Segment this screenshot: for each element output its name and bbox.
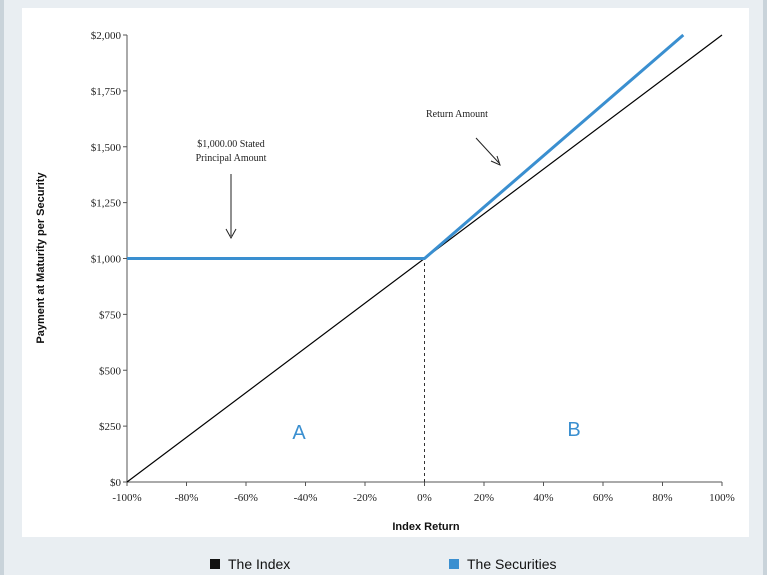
legend-swatch-index: [210, 559, 220, 569]
series-line-securities: [127, 33, 685, 260]
x-tick-label: 20%: [474, 492, 494, 504]
y-tick-label: $500: [99, 365, 122, 377]
legend-label-securities: The Securities: [467, 556, 557, 572]
legend-label-index: The Index: [228, 556, 291, 572]
x-tick-label: 60%: [593, 492, 613, 504]
y-axis-title: Payment at Maturity per Security: [35, 172, 47, 344]
x-tick-label: -40%: [294, 492, 318, 504]
legend-swatch-securities: [449, 559, 459, 569]
region-a-label: A: [292, 422, 306, 444]
x-tick-label: -100%: [112, 492, 141, 504]
y-tick-label: $1,500: [91, 142, 122, 154]
y-tick-label: $1,000: [91, 254, 122, 266]
return-annotation: Return Amount: [426, 109, 488, 120]
y-tick-label: $1,750: [91, 86, 122, 98]
principal-annotation-line2: Principal Amount: [196, 153, 267, 164]
legend: The Index The Securities: [0, 556, 767, 575]
y-tick-label: $250: [99, 421, 122, 433]
plot-panel: [22, 8, 749, 537]
x-tick-label: 80%: [652, 492, 672, 504]
series-layer: [126, 33, 723, 483]
y-tick-label: $750: [99, 309, 122, 321]
x-axis-title: Index Return: [392, 521, 460, 533]
y-tick-label: $0: [110, 477, 122, 489]
return-annotation-arrow: [475, 137, 500, 164]
x-tick-label: -20%: [353, 492, 377, 504]
x-tick-label: -60%: [234, 492, 258, 504]
principal-annotation-arrowhead: [225, 228, 237, 240]
x-tick-label: -80%: [175, 492, 199, 504]
y-tick-label: $1,250: [91, 198, 122, 210]
legend-item-securities: The Securities: [449, 556, 556, 572]
principal-annotation-line1: $1,000.00 Stated: [197, 139, 265, 150]
x-tick-labels: -100% -80% -60% -40% -20% 0% 20% 40% 60% 80% 100%: [112, 482, 735, 504]
y-tick-labels: $0 $250 $500 $750 $1,000 $1,250 $1,500 $1,750 $2…: [91, 30, 127, 489]
y-tick-label: $2,000: [91, 30, 122, 42]
x-tick-label: 40%: [533, 492, 553, 504]
region-b-label: B: [567, 419, 580, 441]
x-tick-label: 0%: [417, 492, 432, 504]
return-annotation-arrowhead: [490, 155, 501, 166]
x-tick-label: 100%: [709, 492, 735, 504]
legend-item-index: The Index: [210, 556, 290, 572]
